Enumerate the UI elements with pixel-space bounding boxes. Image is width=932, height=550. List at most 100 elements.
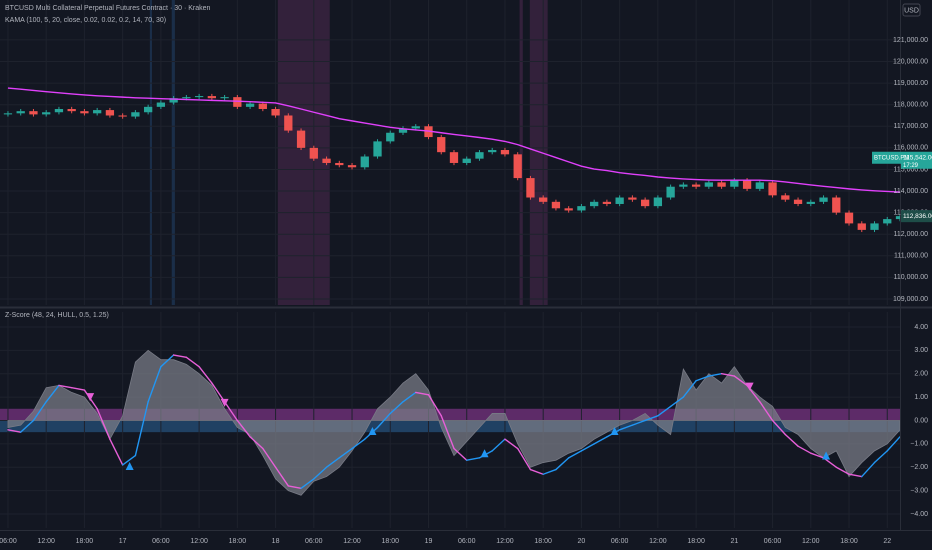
x-tick-label: 18:00 (687, 538, 705, 545)
candle-body (118, 115, 127, 117)
indicator-title: Z-Score (48, 24, HULL, 0.5, 1.25) (5, 312, 109, 319)
hull-line-segment (172, 354, 188, 359)
signal-marker (745, 382, 754, 391)
y-tick-label: 4.00 (914, 324, 928, 331)
candle-body (105, 110, 115, 116)
hull-line-segment (886, 436, 901, 452)
highlight-region (149, 0, 152, 305)
candle-body (806, 201, 815, 204)
price-tag (901, 210, 932, 223)
y-tick-label: 114,000.00 (893, 188, 928, 195)
signal-marker (125, 462, 134, 471)
hull-line-segment (873, 450, 888, 464)
x-tick-label: 18:00 (381, 538, 399, 545)
signal-marker (86, 393, 95, 402)
y-tick-label: 121,000.00 (893, 37, 928, 44)
candle-body (883, 219, 892, 224)
candle-body (730, 180, 739, 187)
candle-body (296, 130, 306, 148)
y-tick-label: −3.00 (910, 487, 928, 494)
x-tick-label: 06:00 (764, 538, 782, 545)
candle-body (793, 199, 803, 204)
candle-body (500, 150, 510, 155)
candle-body (360, 156, 369, 168)
hull-line-segment (376, 412, 391, 429)
hull-line-segment (198, 366, 213, 384)
x-tick-label: 19 (425, 538, 433, 545)
candle-body (233, 97, 242, 107)
hull-line-segment (313, 466, 328, 480)
symbol-tag-label: BTCUSD.PM (874, 155, 909, 161)
hull-line-segment (491, 438, 506, 452)
y-tick-label: 117,000.00 (893, 123, 928, 130)
y-tick-label: 120,000.00 (893, 58, 928, 65)
candle-body (258, 103, 267, 110)
x-tick-label: 12:00 (343, 538, 361, 545)
candle-body (131, 112, 140, 117)
candle-body (16, 111, 25, 114)
y-tick-label: 112,000.00 (893, 231, 928, 238)
y-tick-label: 118,000.00 (893, 102, 928, 109)
x-tick-label: 18:00 (229, 538, 247, 545)
candle-body (691, 184, 701, 187)
hull-line-segment (223, 401, 239, 422)
hull-line-segment (720, 373, 736, 377)
x-tick-label: 12:00 (190, 538, 208, 545)
x-tick-label: 20 (578, 538, 586, 545)
y-tick-label: −1.00 (910, 441, 928, 448)
x-tick-label: 12:00 (496, 538, 514, 545)
hull-line-segment (160, 354, 175, 368)
y-tick-label: 115,000.00 (893, 166, 928, 173)
hull-line-segment (96, 408, 111, 440)
y-tick-label: 109,000.00 (893, 296, 928, 303)
hull-line-segment (708, 373, 723, 377)
candle-body (526, 178, 535, 198)
candle-body (844, 212, 854, 224)
hull-line-segment (262, 447, 277, 468)
hull-line-segment (287, 485, 302, 489)
hull-line-segment (567, 450, 583, 459)
candle-body (220, 97, 229, 99)
candle-body (768, 182, 777, 196)
x-tick-label: 21 (730, 538, 738, 545)
highlight-region (519, 0, 523, 305)
candle-body (194, 96, 204, 98)
y-tick-label: 116,000.00 (893, 145, 928, 152)
candle-body (870, 223, 879, 230)
candle-body (335, 162, 344, 166)
x-tick-label: 12:00 (802, 538, 820, 545)
x-tick-label: 17 (119, 538, 127, 545)
hull-line-segment (440, 415, 455, 450)
hull-line-segment (402, 391, 417, 403)
y-tick-label: −2.00 (910, 464, 928, 471)
candle-body (755, 182, 764, 189)
candle-body (54, 109, 64, 113)
x-tick-label: 06:00 (152, 538, 170, 545)
hull-line-segment (644, 415, 659, 422)
candle-body (271, 109, 280, 116)
y-tick-label: 3.00 (914, 347, 928, 354)
currency-box (902, 3, 921, 17)
hull-line-segment (236, 419, 251, 438)
hull-line-segment (848, 473, 863, 478)
candle-body (169, 98, 178, 103)
hull-line-segment (453, 447, 468, 461)
candle-body (615, 197, 624, 204)
x-tick-label: 12:00 (37, 538, 55, 545)
hull-line-segment (529, 468, 544, 475)
candle-body (42, 112, 51, 115)
candle-body (857, 223, 866, 230)
signal-marker (480, 449, 489, 458)
hull-line-segment (516, 447, 532, 471)
signal-marker (368, 426, 377, 435)
countdown-label: 17:29 (903, 163, 919, 169)
y-tick-label: 111,000.00 (894, 253, 928, 260)
hull-line-segment (325, 457, 340, 468)
candle-body (590, 201, 599, 207)
candle-body (539, 197, 548, 202)
hull-line-segment (466, 457, 481, 461)
hull-line-segment (70, 387, 86, 391)
x-tick-label: 06:00 (458, 538, 476, 545)
